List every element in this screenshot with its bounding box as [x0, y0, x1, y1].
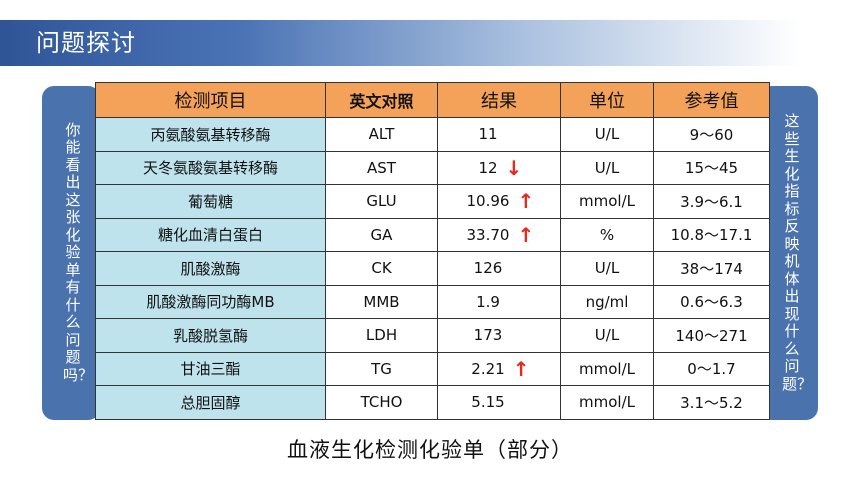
cell-code: GA — [325, 217, 438, 252]
table-row: 糖化血清白蛋白 GA 33.70 ↑% 10.8～17.1 — [95, 217, 770, 252]
result-value: 2.21 — [471, 359, 505, 378]
table-row: 乳酸脱氢酶 LDH 173 U/L 140～271 — [95, 318, 770, 353]
header-english: 英文对照 — [325, 82, 438, 118]
table-header-row: 检测项目 英文对照 结果 单位 参考值 — [95, 82, 770, 118]
cell-unit: U/L — [560, 251, 654, 286]
right-question-text: 这些生化指标反映机体出现什么问题？ — [782, 112, 813, 393]
up-arrow-icon: ↑ — [517, 222, 535, 247]
cell-test-name: 丙氨酸氨基转移酶 — [95, 117, 326, 152]
header-unit: 单位 — [560, 82, 654, 118]
down-arrow-icon: ↓ — [505, 155, 523, 180]
header-bar — [0, 20, 800, 66]
cell-result: 11 — [437, 117, 561, 152]
cell-code: AST — [325, 150, 438, 185]
table-caption: 血液生化检测化验单（部分） — [287, 438, 573, 462]
cell-result: 126 — [437, 251, 561, 286]
cell-test-name: 肌酸激酶同功酶MB — [95, 284, 326, 319]
result-value: 10.96 — [466, 192, 510, 211]
cell-result: 2.21 ↑ — [437, 351, 561, 386]
up-arrow-icon: ↑ — [517, 189, 535, 214]
cell-unit: U/L — [560, 318, 654, 353]
table-row: 总胆固醇 TCHO 5.15 mmol/L 3.1～5.2 — [95, 385, 770, 420]
table-row: 甘油三酯 TG 2.21 ↑ mmol/L 0～1.7 — [95, 351, 770, 386]
cell-test-name: 葡萄糖 — [95, 184, 326, 219]
cell-reference: 15～45 — [653, 150, 770, 185]
result-value: 173 — [473, 326, 503, 345]
result-value: 33.70 — [466, 225, 510, 244]
cell-code: MMB — [325, 284, 438, 319]
header-test-item: 检测项目 — [95, 82, 326, 118]
header-accent — [0, 20, 11, 66]
cell-test-name: 糖化血清白蛋白 — [95, 217, 326, 252]
table-row: 肌酸激酶 CK 126 U/L 38～174 — [95, 251, 770, 286]
cell-test-name: 天冬氨酸氨基转移酶 — [95, 150, 326, 185]
cell-result: 1.9 — [437, 284, 561, 319]
cell-test-name: 总胆固醇 — [95, 385, 326, 420]
cell-code: TCHO — [325, 385, 438, 420]
cell-unit: mmol/L — [560, 184, 654, 219]
cell-result: 12 ↓ — [437, 150, 561, 185]
cell-code: ALT — [325, 117, 438, 152]
cell-code: LDH — [325, 318, 438, 353]
cell-result: 33.70 ↑ — [437, 217, 561, 252]
cell-test-name: 甘油三酯 — [95, 351, 326, 386]
cell-reference: 0～1.7 — [653, 351, 770, 386]
table-row: 肌酸激酶同功酶MB MMB 1.9 ng/ml 0.6～6.3 — [95, 284, 770, 319]
result-value: 1.9 — [476, 292, 500, 311]
cell-reference: 38～174 — [653, 251, 770, 286]
left-question-panel: 你能看出这张化验单有什么问题吗？ — [42, 86, 100, 420]
cell-reference: 10.8～17.1 — [653, 217, 770, 252]
cell-unit: ng/ml — [560, 284, 654, 319]
cell-code: GLU — [325, 184, 438, 219]
page-title: 问题探讨 — [36, 29, 136, 57]
cell-reference: 9～60 — [653, 117, 770, 152]
header-reference: 参考值 — [653, 82, 770, 118]
cell-test-name: 肌酸激酶 — [95, 251, 326, 286]
table-row: 葡萄糖 GLU 10.96 ↑ mmol/L 3.9～6.1 — [95, 184, 770, 219]
cell-reference: 0.6～6.3 — [653, 284, 770, 319]
cell-result: 5.15 — [437, 385, 561, 420]
cell-unit: % — [560, 217, 654, 252]
result-value: 12 — [478, 158, 498, 177]
header-result: 结果 — [437, 82, 561, 118]
cell-unit: mmol/L — [560, 351, 654, 386]
cell-test-name: 乳酸脱氢酶 — [95, 318, 326, 353]
left-question-text: 你能看出这张化验单有什么问题吗？ — [63, 120, 94, 384]
cell-reference: 3.9～6.1 — [653, 184, 770, 219]
cell-code: TG — [325, 351, 438, 386]
table-row: 天冬氨酸氨基转移酶 AST 12 ↓ U/L 15～45 — [95, 150, 770, 185]
result-value: 5.15 — [471, 393, 505, 412]
result-value: 126 — [473, 259, 503, 278]
result-value: 11 — [478, 125, 498, 144]
cell-reference: 140～271 — [653, 318, 770, 353]
cell-code: CK — [325, 251, 438, 286]
lab-results-table: 检测项目 英文对照 结果 单位 参考值 丙氨酸氨基转移酶 ALT 11 U/L 9～60… — [95, 82, 770, 420]
cell-unit: mmol/L — [560, 385, 654, 420]
cell-result: 10.96 ↑ — [437, 184, 561, 219]
cell-unit: U/L — [560, 150, 654, 185]
up-arrow-icon: ↑ — [512, 356, 530, 381]
cell-unit: U/L — [560, 117, 654, 152]
right-question-panel: 这些生化指标反映机体出现什么问题？ — [760, 86, 818, 420]
cell-reference: 3.1～5.2 — [653, 385, 770, 420]
cell-result: 173 — [437, 318, 561, 353]
table-row: 丙氨酸氨基转移酶 ALT 11 U/L 9～60 — [95, 117, 770, 152]
